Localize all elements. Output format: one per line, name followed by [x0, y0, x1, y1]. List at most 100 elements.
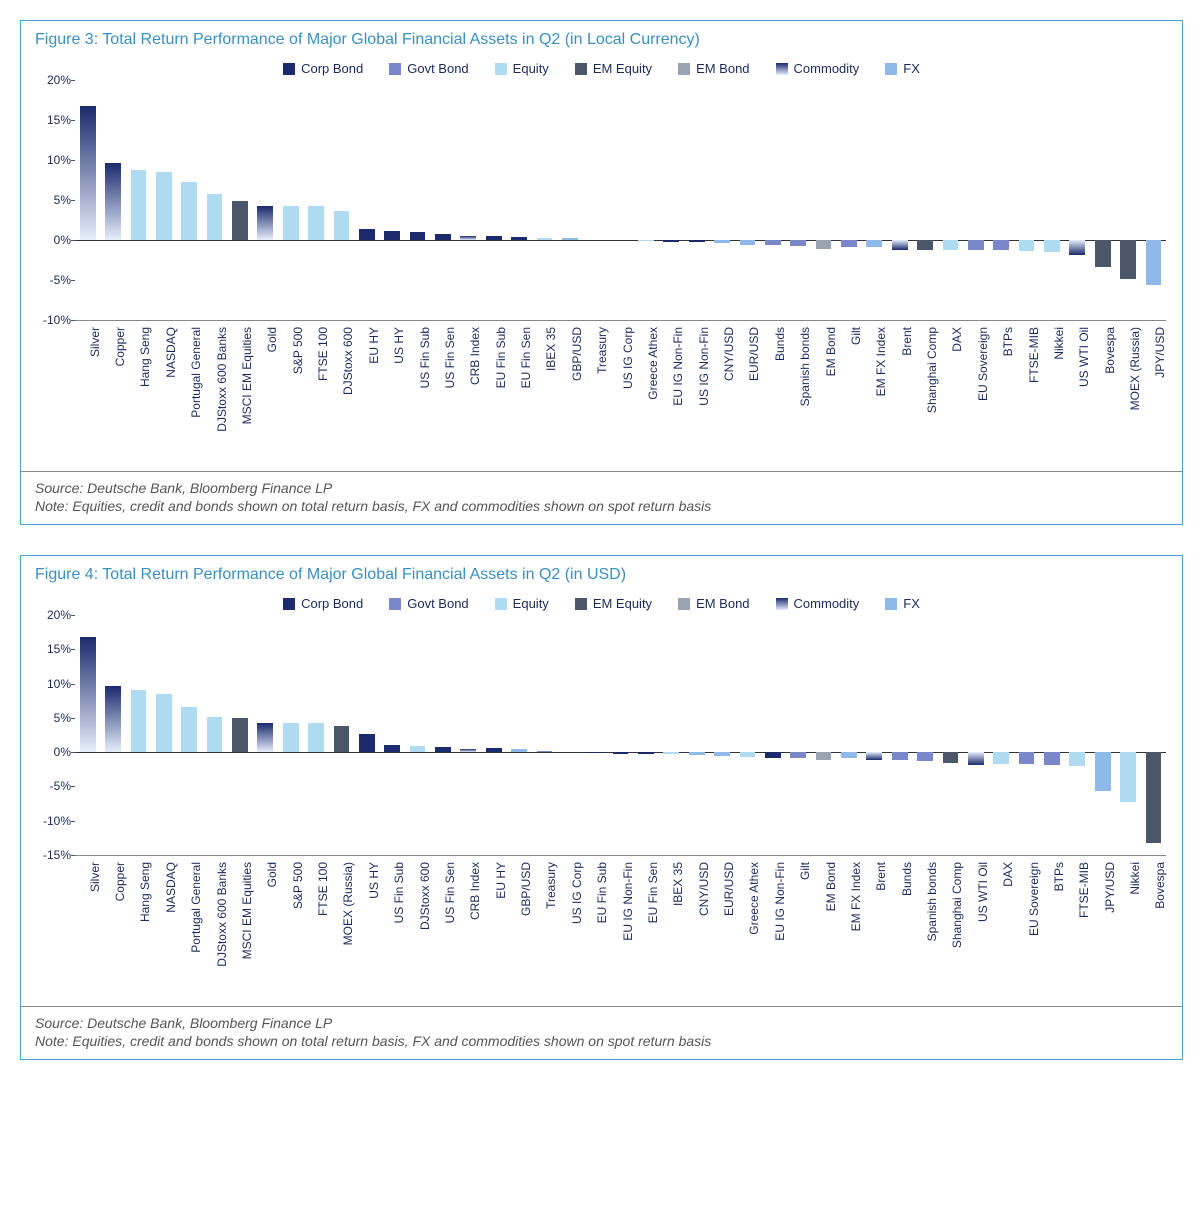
legend-label: Govt Bond — [407, 596, 468, 611]
bar — [486, 748, 502, 752]
bar — [943, 752, 959, 763]
bar-slot — [126, 615, 151, 855]
bar — [866, 752, 882, 760]
chart-legend: Corp BondGovt BondEquityEM EquityEM Bond… — [31, 61, 1172, 76]
legend-item: EM Equity — [575, 61, 652, 76]
bar-slot — [202, 80, 227, 320]
bar — [410, 232, 426, 240]
bar-slot — [380, 615, 405, 855]
x-label-slot: US HY — [354, 856, 379, 996]
legend-label: EM Bond — [696, 61, 749, 76]
legend-label: Commodity — [794, 596, 860, 611]
bar-slot — [405, 615, 430, 855]
legend-label: EM Equity — [593, 596, 652, 611]
x-label-slot: Portugal General — [177, 856, 202, 996]
x-label-slot: Silver — [75, 321, 100, 461]
x-label-slot: EU Sovereign — [963, 321, 988, 461]
bar — [740, 240, 756, 245]
source-text: Source: Deutsche Bank, Bloomberg Finance… — [21, 1006, 1182, 1033]
bar-slot — [963, 80, 988, 320]
legend-swatch — [389, 63, 401, 75]
legend-item: Commodity — [776, 596, 860, 611]
legend-swatch — [575, 598, 587, 610]
x-label-slot: DAX — [938, 321, 963, 461]
bar — [943, 240, 959, 250]
bar — [486, 236, 502, 240]
bar-slot — [1090, 615, 1115, 855]
bar — [663, 240, 679, 242]
legend-swatch — [283, 63, 295, 75]
bar-slot — [303, 615, 328, 855]
bar-slot — [887, 615, 912, 855]
y-tick-label: -10% — [31, 814, 71, 828]
x-label-slot: Bunds — [887, 856, 912, 996]
legend-swatch — [389, 598, 401, 610]
x-labels: SilverCopperHang SengNASDAQPortugal Gene… — [75, 321, 1166, 461]
y-tick-label: 20% — [31, 608, 71, 622]
legend-label: Commodity — [794, 61, 860, 76]
x-label-slot: Bunds — [760, 321, 785, 461]
x-label-slot: Brent — [862, 856, 887, 996]
bar-slot — [1014, 80, 1039, 320]
bar-slot — [278, 615, 303, 855]
bar-slot — [583, 615, 608, 855]
x-label-slot: FTSE-MIB — [1014, 321, 1039, 461]
bar — [968, 752, 984, 765]
legend-swatch — [678, 598, 690, 610]
figure-title: Figure 3: Total Return Performance of Ma… — [21, 21, 1182, 55]
bar — [80, 637, 96, 752]
bar-slot — [1090, 80, 1115, 320]
bar — [968, 240, 984, 250]
bar-slot — [430, 80, 455, 320]
bar-slot — [583, 80, 608, 320]
x-label-slot: S&P 500 — [278, 856, 303, 996]
bar-slot — [532, 80, 557, 320]
y-tick-label: -15% — [31, 848, 71, 862]
bar-slot — [709, 615, 734, 855]
bar-slot — [405, 80, 430, 320]
figure-title: Figure 4: Total Return Performance of Ma… — [21, 556, 1182, 590]
legend-label: Corp Bond — [301, 61, 363, 76]
bar — [663, 752, 679, 754]
y-tick-label: 0% — [31, 233, 71, 247]
bar-slot — [912, 615, 937, 855]
x-label-slot: EU IG Non-Fin — [760, 856, 785, 996]
x-label-slot: US WTI Oil — [1065, 321, 1090, 461]
x-label-slot: US Fin Sen — [430, 321, 455, 461]
legend-swatch — [678, 63, 690, 75]
bar-slot — [633, 615, 658, 855]
x-label-slot: IBEX 35 — [659, 856, 684, 996]
x-label-slot: EM FX Index — [836, 856, 861, 996]
y-tick-label: -5% — [31, 273, 71, 287]
bar-slot — [786, 615, 811, 855]
x-label-slot: EM Bond — [811, 856, 836, 996]
legend-swatch — [776, 598, 788, 610]
bar-slot — [938, 80, 963, 320]
bar-slot — [1141, 80, 1166, 320]
x-label-slot: MSCI EM Equities — [227, 856, 252, 996]
bar-slot — [659, 80, 684, 320]
legend-label: Equity — [513, 596, 549, 611]
bar — [511, 749, 527, 752]
legend-item: FX — [885, 596, 920, 611]
bar — [816, 752, 832, 760]
bar-slot — [709, 80, 734, 320]
bar — [1095, 752, 1111, 790]
x-label-slot: Gold — [253, 856, 278, 996]
x-label-slot: Brent — [887, 321, 912, 461]
x-label-slot: DJStoxx 600 Banks — [202, 321, 227, 461]
bar-slot — [253, 615, 278, 855]
x-label-slot: DJStoxx 600 — [405, 856, 430, 996]
x-label-slot: EUR/USD — [709, 856, 734, 996]
bar — [283, 723, 299, 752]
x-label-slot: EU HY — [481, 856, 506, 996]
x-label-slot: Nikkei — [1039, 321, 1064, 461]
bar-slot — [659, 615, 684, 855]
x-label-slot: FTSE 100 — [303, 856, 328, 996]
bar-slot — [75, 615, 100, 855]
bar-slot — [481, 80, 506, 320]
x-label-slot: EM Bond — [811, 321, 836, 461]
legend-label: EM Equity — [593, 61, 652, 76]
bar-slot — [989, 80, 1014, 320]
x-label-slot: NASDAQ — [151, 321, 176, 461]
